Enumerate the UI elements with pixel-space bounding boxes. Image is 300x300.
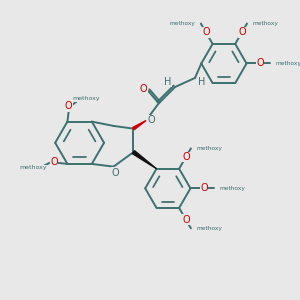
Text: O: O [50, 157, 58, 167]
Text: O: O [202, 27, 210, 37]
Polygon shape [132, 151, 157, 169]
Text: O: O [200, 183, 208, 193]
Text: O: O [238, 27, 246, 37]
Text: O: O [64, 101, 72, 111]
Text: methoxy: methoxy [19, 165, 47, 170]
Text: O: O [182, 215, 190, 225]
Text: methoxy: methoxy [275, 61, 300, 66]
Polygon shape [133, 121, 146, 130]
Text: H: H [198, 77, 205, 88]
Text: O: O [256, 58, 264, 68]
Text: methoxy: methoxy [219, 186, 245, 191]
Text: O: O [140, 84, 147, 94]
Text: O: O [148, 116, 155, 125]
Text: methoxy: methoxy [252, 21, 278, 26]
Text: methoxy: methoxy [196, 146, 222, 151]
Text: methoxy: methoxy [169, 21, 195, 26]
Text: O: O [112, 168, 119, 178]
Text: methoxy: methoxy [73, 97, 100, 101]
Text: O: O [182, 152, 190, 162]
Text: methoxy: methoxy [196, 226, 222, 231]
Text: H: H [164, 76, 172, 87]
